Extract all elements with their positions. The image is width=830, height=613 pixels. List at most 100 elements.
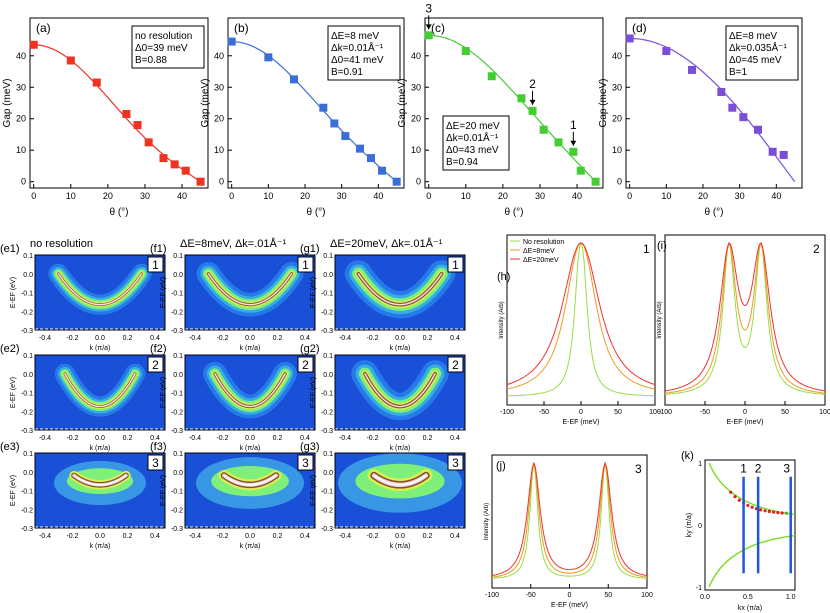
x-tick-label: 0.2 xyxy=(123,435,133,442)
data-point xyxy=(487,72,496,81)
map-frame xyxy=(334,452,466,529)
y-tick-label: -0.2 xyxy=(321,409,333,416)
legend-label: No resolution xyxy=(523,239,564,246)
x-tick-label: -0.4 xyxy=(339,435,351,442)
cut-label-box xyxy=(297,256,314,273)
x-tick-label: 0.2 xyxy=(423,533,433,540)
legend-line: Δk=0.01Å⁻¹ xyxy=(331,41,384,54)
cut-number: 1 xyxy=(643,242,650,256)
x-axis-label: θ (°) xyxy=(705,207,724,218)
x-tick-label: 1.0 xyxy=(786,594,796,601)
edc-panel-h: -100 -50 0 50 100 E-EF (meV) Intensity (Arb) 1 (… xyxy=(497,234,661,426)
panel-label: (a) xyxy=(36,21,51,35)
data-point xyxy=(356,144,364,153)
cut-line-label: 3 xyxy=(783,462,790,476)
y-tick-label: -0.3 xyxy=(21,328,33,335)
dispersion-arc xyxy=(373,474,427,486)
x-tick-label: 20 xyxy=(698,191,708,201)
kspace-panel: 1 2 30.0 0.5 1.0kx (π/a)10-1ky (π/a)(k) xyxy=(681,450,796,612)
x-tick-label: 40 xyxy=(572,191,582,201)
legend-line: B=0.94 xyxy=(446,157,478,168)
fs-point xyxy=(767,509,771,514)
map-background xyxy=(35,355,165,430)
y-tick-label: 0.0 xyxy=(173,372,183,379)
y-tick-label: -0.2 xyxy=(171,409,183,416)
map-content xyxy=(344,260,456,319)
fs-point xyxy=(771,510,776,514)
x-tick-label: 0.2 xyxy=(273,335,283,342)
edc-curve xyxy=(491,462,648,578)
x-tick-label: -0.2 xyxy=(216,435,228,442)
plot-frame xyxy=(664,234,826,406)
x-tick-label: -50 xyxy=(539,409,549,416)
x-tick-label: 0 xyxy=(568,592,572,599)
cut-line-label: 1 xyxy=(740,462,747,476)
y-tick-label: -0.3 xyxy=(171,526,183,533)
legend-line: no resolution xyxy=(135,31,192,42)
map-frame xyxy=(184,254,316,331)
panel-tag: (h) xyxy=(497,271,510,283)
y-tick-label: 10 xyxy=(214,145,224,155)
cut-label-box xyxy=(147,256,164,273)
y-tick-label: 0.1 xyxy=(323,253,333,260)
x-tick-label: -0.4 xyxy=(189,335,201,342)
map-panel-e1: 1 (e1) -0.4 -0.2 0.0 0.2 0.4 k (π/a) 0.1 0.0 -0.1 -… xyxy=(0,243,166,352)
y-tick-label: -0.1 xyxy=(21,489,33,496)
fs-point xyxy=(733,495,737,499)
y-tick-label: 1 xyxy=(698,461,702,468)
x-tick-label: 0 xyxy=(426,191,431,201)
y-axis-label: Gap (meV) xyxy=(200,79,211,128)
x-tick-label: 0.2 xyxy=(123,335,133,342)
x-tick-label: 0.4 xyxy=(150,335,160,342)
legend-box xyxy=(327,25,401,81)
x-axis-label: k (π/a) xyxy=(390,445,411,452)
y-tick-label: -0.3 xyxy=(321,428,333,435)
data-point xyxy=(717,87,726,96)
x-tick-label: -0.4 xyxy=(39,533,51,540)
data-point xyxy=(170,160,179,169)
map-frame xyxy=(184,354,316,431)
y-tick-label: -0.1 xyxy=(171,489,183,496)
legend-line: Δk=0.01Å⁻¹ xyxy=(446,131,499,144)
x-tick-label: 10 xyxy=(66,191,76,201)
x-tick-label: 0.2 xyxy=(423,435,433,442)
data-point xyxy=(144,138,153,147)
y-axis-label: E-EF (eV) xyxy=(10,475,17,506)
x-tick-label: 0.4 xyxy=(150,533,160,540)
data-point xyxy=(576,166,585,175)
x-tick-label: 0.0 xyxy=(95,533,105,540)
x-tick-label: 0.4 xyxy=(450,335,460,342)
y-tick-label: -0.3 xyxy=(21,428,33,435)
map-frame xyxy=(34,452,166,529)
y-tick-label: -0.2 xyxy=(21,507,33,514)
map-frame xyxy=(34,254,166,331)
map-panel-e2: 2 (e2) -0.4 -0.2 0.0 0.2 0.4 k (π/a) 0.1 0.0 -0.1 -… xyxy=(0,343,166,452)
map-panel-g1: 1 (g1) -0.4 -0.2 0.0 0.2 0.4 k (π/a) 0.1 0.0 -0.1 -… xyxy=(300,243,466,352)
x-tick-label: 0.2 xyxy=(273,435,283,442)
panel-tag: (g2) xyxy=(300,343,320,355)
edc-curve xyxy=(506,242,656,390)
x-tick-label: -0.2 xyxy=(66,335,78,342)
y-tick-label: 40 xyxy=(612,51,622,61)
y-tick-label: 0.0 xyxy=(23,272,33,279)
y-tick-label: 20 xyxy=(214,114,224,124)
x-tick-label: 0.0 xyxy=(95,435,105,442)
x-axis-label: E-EF (meV) xyxy=(727,419,764,426)
x-axis-label: θ (°) xyxy=(110,207,129,218)
panel-tag: (k) xyxy=(681,450,694,462)
data-point xyxy=(66,56,75,65)
y-tick-label: 0.1 xyxy=(173,253,183,260)
cut-label: 3 xyxy=(152,456,159,470)
y-tick-label: 0.1 xyxy=(323,451,333,458)
y-tick-label: 30 xyxy=(411,82,421,92)
fs-point xyxy=(784,511,789,515)
data-point xyxy=(662,47,671,56)
data-point xyxy=(728,103,737,112)
x-axis-label: k (π/a) xyxy=(240,445,261,452)
x-tick-label: -100 xyxy=(658,409,672,416)
y-tick-label: 0.1 xyxy=(173,353,183,360)
cut-label-box xyxy=(297,454,314,471)
data-point xyxy=(159,154,168,163)
legend-line: ΔE=8 meV xyxy=(331,31,379,42)
y-tick-label: 30 xyxy=(16,82,26,92)
